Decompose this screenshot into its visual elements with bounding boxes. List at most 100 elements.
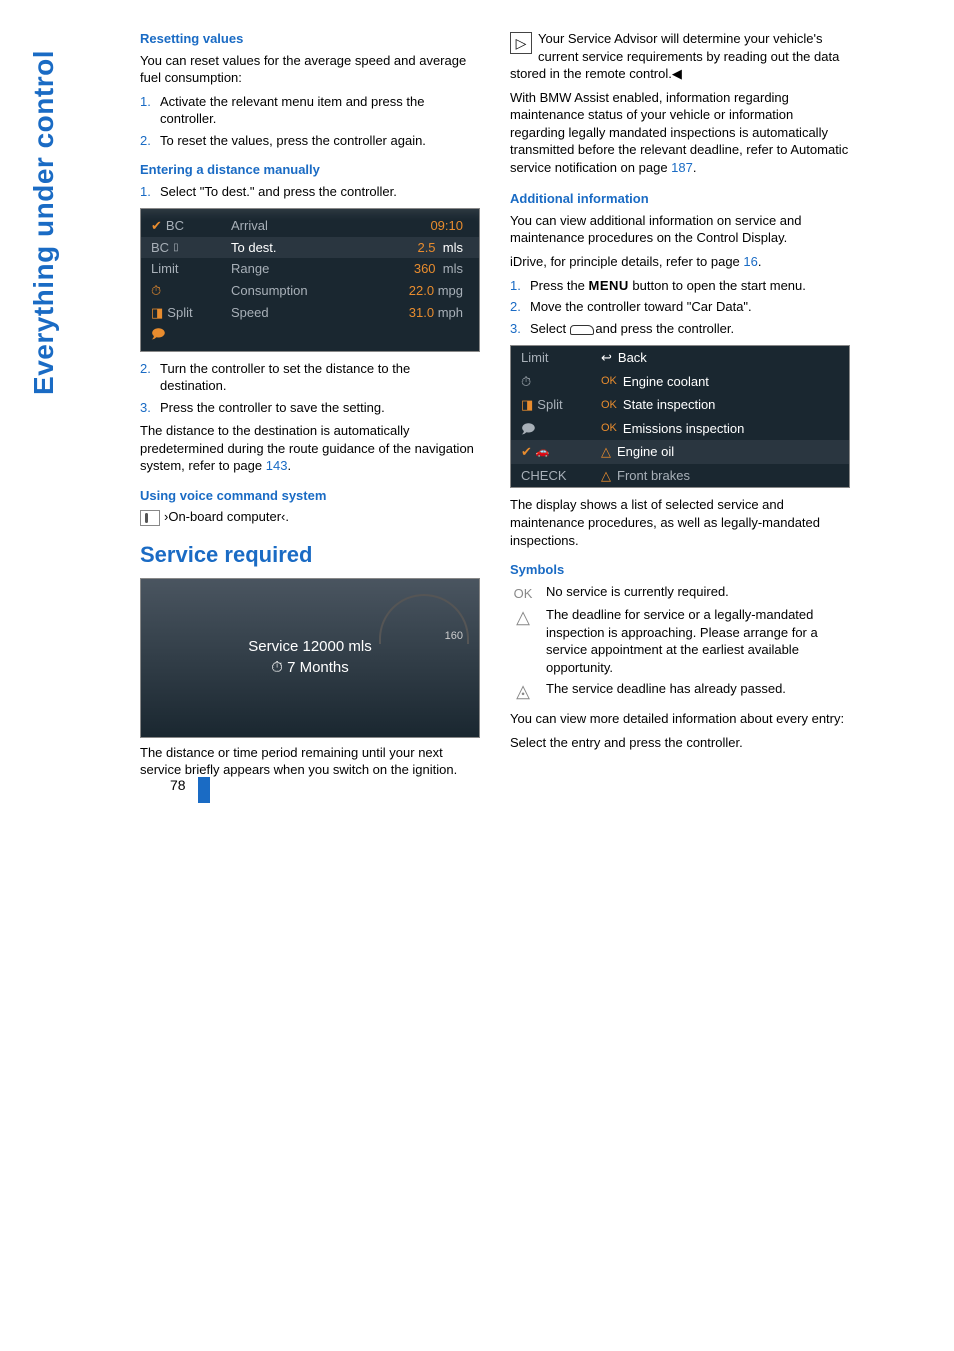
text: You can view more detailed information a… <box>510 710 850 728</box>
text: You can view additional information on s… <box>510 212 850 247</box>
step-number: 1. <box>140 93 160 128</box>
steps-entering: 1.Select "To dest." and press the contro… <box>140 183 480 201</box>
page-ref: 16 <box>743 254 757 269</box>
display-row: ✔BC Arrival 09:10 <box>141 215 479 237</box>
row-text: Front brakes <box>617 467 690 485</box>
step-number: 2. <box>140 132 160 150</box>
row-text: State inspection <box>623 396 716 414</box>
steps-after-shot: 2.Turn the controller to set the distanc… <box>140 360 480 417</box>
split-icon: ◨ <box>521 396 533 414</box>
symbol-text: The deadline for service or a legally-ma… <box>546 606 850 676</box>
triangle-filled-icon: ◬ <box>510 680 536 700</box>
symbol-text: The service deadline has already passed. <box>546 680 786 698</box>
row-mid: Speed <box>231 304 379 322</box>
heading-service-required: Service required <box>140 540 480 570</box>
heading-resetting: Resetting values <box>140 30 480 48</box>
row-label: Split <box>537 396 562 414</box>
clock-icon: ⏱ <box>151 282 231 300</box>
text: The distance to the destination is autom… <box>140 422 480 475</box>
text: With BMW Assist enabled, information reg… <box>510 89 850 177</box>
step: 3.Press the controller to save the setti… <box>140 399 480 417</box>
step-text: Select "To dest." and press the controll… <box>160 183 397 201</box>
step: 2.Turn the controller to set the distanc… <box>140 360 480 395</box>
display-row: Limit Range 360 mls <box>141 258 479 280</box>
gauge-icon: 160 <box>379 594 469 644</box>
right-column: ▷ Your Service Advisor will determine yo… <box>510 30 850 785</box>
service-line: Service 12000 mls <box>248 637 371 657</box>
step-text: Activate the relevant menu item and pres… <box>160 93 480 128</box>
display-row: CHECK △ Front brakes <box>511 464 849 488</box>
step-number: 3. <box>510 320 530 338</box>
row-unit: mls <box>443 240 463 255</box>
section-title: Everything under control <box>25 50 63 395</box>
check-icon: ✔ <box>151 217 162 235</box>
ok-badge: OK <box>601 398 617 413</box>
car-icon: 🚗 <box>536 445 550 460</box>
display-row: Limit ↩ Back <box>511 346 849 370</box>
page-ref: 143 <box>266 458 288 473</box>
left-column: Resetting values You can reset values fo… <box>140 30 480 785</box>
row-label: Limit <box>151 260 231 278</box>
step-number: 1. <box>140 183 160 201</box>
menu-button-label: MENU <box>589 278 629 293</box>
steps-resetting: 1.Activate the relevant menu item and pr… <box>140 93 480 150</box>
triangle-icon: △ <box>601 467 611 485</box>
row-label: Split <box>167 304 192 322</box>
row-mid: Range <box>231 260 379 278</box>
back-arrow-icon: ↩ <box>601 349 612 367</box>
display-row: ◨ Split Speed 31.0 mph <box>141 302 479 324</box>
step-text: Turn the controller to set the distance … <box>160 360 480 395</box>
row-text: Back <box>618 349 647 367</box>
steps-additional: 1.Press the MENU button to open the star… <box>510 277 850 338</box>
text: The display shows a list of selected ser… <box>510 496 850 549</box>
step: 1.Press the MENU button to open the star… <box>510 277 850 295</box>
row-unit: mls <box>443 261 463 276</box>
page-number: 78 <box>170 776 186 795</box>
display-row-selected: ✔ 🚗 △Engine oil <box>511 440 849 464</box>
triangle-icon: △ <box>601 443 611 461</box>
display-row: 🗩 OKEmissions inspection <box>511 417 849 441</box>
row-label: Limit <box>521 349 601 367</box>
step: 1.Activate the relevant menu item and pr… <box>140 93 480 128</box>
display-row-selected: BC▯ To dest. 2.5 mls <box>141 237 479 259</box>
row-label: CHECK <box>521 467 601 485</box>
row-value: 22.0 <box>409 283 434 298</box>
row-label: BC <box>151 239 169 257</box>
step: 2.To reset the values, press the control… <box>140 132 480 150</box>
step-text: Select and press the controller. <box>530 320 734 338</box>
display-row: ⏱ OKEngine coolant <box>511 370 849 394</box>
step-text: To reset the values, press the controlle… <box>160 132 426 150</box>
ok-symbol-icon: OK <box>510 583 536 603</box>
row-text: Emissions inspection <box>623 420 744 438</box>
row-unit: mph <box>438 305 463 320</box>
note-paragraph: ▷ Your Service Advisor will determine yo… <box>510 30 850 83</box>
service-line: ⏱ 7 Months <box>271 658 349 678</box>
row-value: 360 <box>414 261 436 276</box>
service-list-screenshot: Limit ↩ Back ⏱ OKEngine coolant ◨ Split O… <box>510 345 850 488</box>
display-row: ◨ Split OK State inspection <box>511 393 849 417</box>
step: 1.Select "To dest." and press the contro… <box>140 183 480 201</box>
service-display-screenshot: 160 Service 12000 mls ⏱ 7 Months <box>140 578 480 738</box>
note-icon: ▷ <box>510 32 532 54</box>
voice-icon <box>140 510 160 526</box>
end-marker: ◀ <box>672 65 682 83</box>
row-mid: Arrival <box>231 217 379 235</box>
text: Select the entry and press the controlle… <box>510 734 850 752</box>
step-number: 2. <box>510 298 530 316</box>
row-value: 09:10 <box>379 217 469 235</box>
row-value: 2.5 <box>417 240 435 255</box>
ok-badge: OK <box>601 421 617 436</box>
oil-icon: 🗩 <box>151 325 231 343</box>
symbol-row: △ The deadline for service or a legally-… <box>510 606 850 676</box>
row-text: Engine oil <box>617 443 674 461</box>
step-number: 3. <box>140 399 160 417</box>
page-tab <box>198 777 210 803</box>
row-label: BC <box>166 217 184 235</box>
text: You can reset values for the average spe… <box>140 52 480 87</box>
row-text: Engine coolant <box>623 373 709 391</box>
heading-symbols: Symbols <box>510 561 850 579</box>
step-text: Press the MENU button to open the start … <box>530 277 806 295</box>
step-number: 1. <box>510 277 530 295</box>
page-ref: 187 <box>671 160 693 175</box>
voice-command: ›On-board computer‹. <box>140 508 480 526</box>
